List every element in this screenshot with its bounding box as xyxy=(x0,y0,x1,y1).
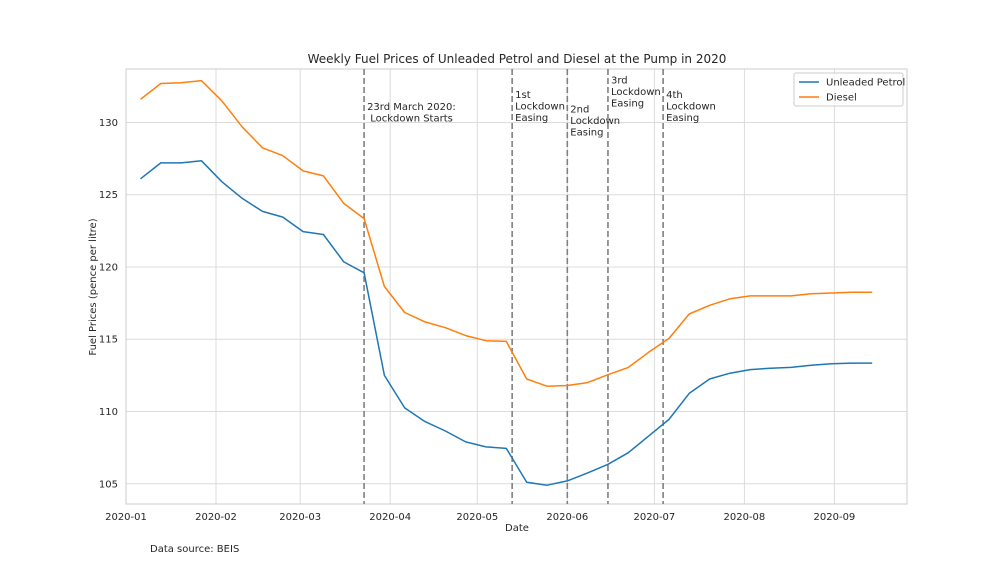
event-label: 3rd xyxy=(611,75,628,86)
event-lines: 23rd March 2020: Lockdown Starts1stLockd… xyxy=(363,69,716,504)
y-tick-label: 105 xyxy=(99,479,118,490)
event-label: Lockdown xyxy=(570,116,620,127)
x-tick-label: 2020-01 xyxy=(105,512,147,523)
legend-label: Diesel xyxy=(826,93,857,104)
event-label: 2nd xyxy=(570,104,589,115)
chart-title: Weekly Fuel Prices of Unleaded Petrol an… xyxy=(308,52,727,66)
legend: Unleaded Petrol Diesel xyxy=(793,72,905,107)
y-tick-labels: 105 110 115 120 125 130 xyxy=(99,118,118,490)
x-tick-label: 2020-04 xyxy=(369,512,411,523)
data-source-note: Data source: BEIS xyxy=(150,544,240,555)
x-tick-labels: 2020-01 2020-02 2020-03 2020-04 2020-05 2020-… xyxy=(105,512,855,523)
series-line-diesel xyxy=(140,79,873,387)
x-tick-label: 2020-05 xyxy=(456,512,498,523)
event-label: 4th xyxy=(666,90,683,101)
y-tick-label: 110 xyxy=(99,407,118,418)
event-label: Lockdown Starts xyxy=(367,114,453,125)
event-label: 1st xyxy=(515,90,531,101)
y-tick-label: 130 xyxy=(99,118,118,129)
x-tick-label: 2020-07 xyxy=(634,512,676,523)
y-tick-label: 125 xyxy=(99,190,118,201)
x-tick-label: 2020-03 xyxy=(279,512,321,523)
event-label: Lockdown xyxy=(515,101,565,112)
event-label: Easing xyxy=(666,113,699,124)
event-label: Easing xyxy=(570,127,603,138)
x-tick-label: 2020-02 xyxy=(195,512,237,523)
y-tick-label: 120 xyxy=(99,262,118,273)
event-label: Lockdown xyxy=(666,101,716,112)
y-tick-label: 115 xyxy=(99,335,118,346)
event-label: Easing xyxy=(515,113,548,124)
x-tick-label: 2020-06 xyxy=(546,512,588,523)
event-label: 23rd March 2020: xyxy=(367,102,456,113)
event-label: Lockdown xyxy=(611,87,661,98)
x-tick-label: 2020-09 xyxy=(814,512,856,523)
series-lines xyxy=(140,79,873,486)
legend-box xyxy=(793,72,904,107)
series-line-unleaded-petrol xyxy=(140,160,873,486)
plot-area xyxy=(126,69,907,504)
x-tick-label: 2020-08 xyxy=(724,512,766,523)
event-label: Easing xyxy=(611,98,644,109)
legend-label: Unleaded Petrol xyxy=(826,78,905,89)
y-axis-label: Fuel Prices (pence per litre) xyxy=(88,218,99,355)
x-axis-label: Date xyxy=(505,523,529,534)
plot-border xyxy=(125,68,908,505)
